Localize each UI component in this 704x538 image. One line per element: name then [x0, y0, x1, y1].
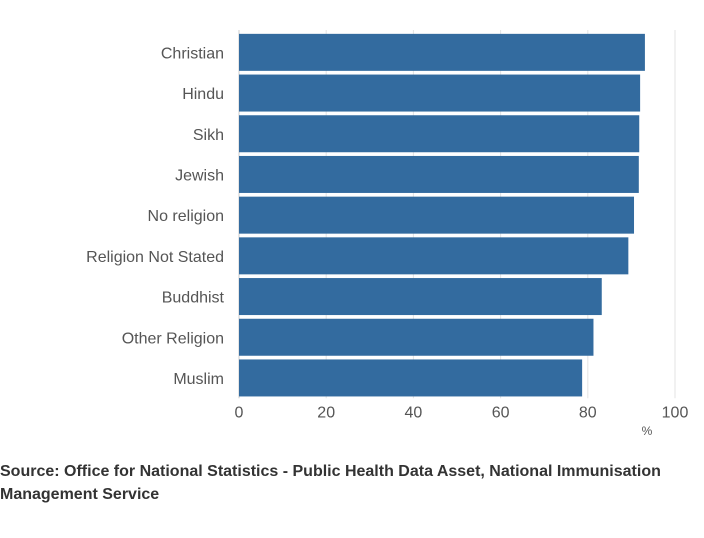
x-axis-unit: %	[642, 424, 653, 438]
bar-jewish	[239, 155, 639, 193]
x-tick-label-100: 100	[662, 404, 689, 421]
x-tick-label-20: 20	[317, 404, 335, 421]
category-label-no-religion: No religion	[148, 208, 224, 225]
bar-sikh	[239, 115, 640, 153]
category-label-muslim: Muslim	[173, 371, 224, 388]
category-label-buddhist: Buddhist	[162, 290, 225, 307]
bar-muslim	[239, 359, 583, 397]
x-axis-ticks: 0 20 40 60 80 100	[235, 404, 689, 421]
bars	[239, 33, 645, 397]
source-note: Source: Office for National Statistics -…	[0, 463, 661, 503]
bar-hindu	[239, 74, 641, 112]
bar-chart: Christian Hindu Sikh Jewish No religion Relig…	[86, 30, 689, 438]
bar-no-religion	[239, 196, 635, 234]
category-label-religion-not-stated: Religion Not Stated	[86, 249, 224, 266]
category-label-sikh: Sikh	[193, 127, 224, 144]
x-tick-label-80: 80	[579, 404, 597, 421]
bar-other-religion	[239, 318, 594, 356]
category-label-hindu: Hindu	[182, 86, 224, 103]
x-tick-label-0: 0	[235, 404, 244, 421]
category-labels: Christian Hindu Sikh Jewish No religion Relig…	[86, 45, 224, 388]
category-label-other-religion: Other Religion	[122, 330, 224, 347]
bar-religion-not-stated	[239, 237, 629, 275]
category-label-jewish: Jewish	[175, 167, 224, 184]
bar-christian	[239, 33, 645, 71]
bar-buddhist	[239, 278, 602, 316]
category-label-christian: Christian	[161, 45, 224, 62]
x-tick-label-40: 40	[405, 404, 423, 421]
x-tick-label-60: 60	[492, 404, 510, 421]
